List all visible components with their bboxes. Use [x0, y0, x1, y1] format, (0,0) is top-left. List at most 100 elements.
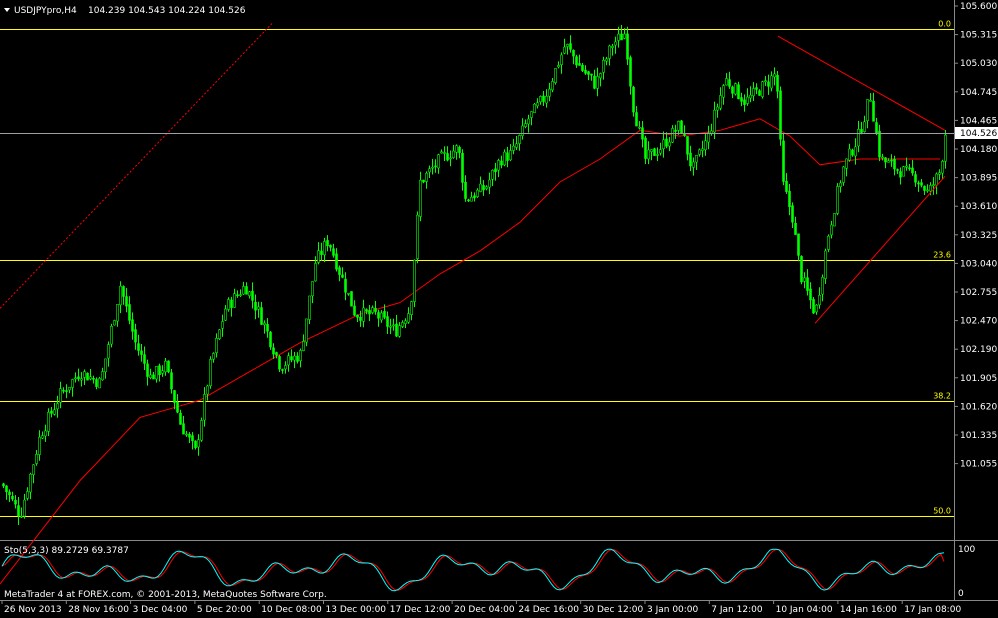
candle-body — [368, 310, 371, 315]
candle-body — [485, 186, 488, 189]
candle-body — [305, 318, 308, 343]
time-axis-labels: 26 Nov 2013 28 Nov 16:00 3 Dec 04:00 5 Dec … — [1, 600, 961, 615]
candle-body — [212, 353, 215, 360]
candle-body — [146, 363, 149, 377]
time-label: 10 Jan 04:00 — [776, 605, 833, 615]
price-label: 101.055 — [960, 460, 997, 470]
candle-body — [653, 148, 656, 156]
candle-body — [266, 323, 269, 332]
candle-body — [896, 169, 899, 171]
candle-body — [404, 320, 407, 324]
candle-body — [854, 146, 857, 157]
candle-body — [557, 65, 560, 68]
candle-body — [395, 323, 398, 337]
candle-body — [203, 394, 206, 421]
fibonacci-levels[interactable]: 0.0 23.6 38.2 50.0 — [0, 20, 954, 517]
candle-body — [443, 152, 446, 154]
trendline[interactable] — [814, 175, 946, 324]
candle-body — [422, 179, 425, 183]
stochastic-header: Sto(5,3,3) 89.2729 69.3787 — [4, 546, 129, 556]
candle-body — [314, 263, 317, 282]
candle-body — [407, 313, 410, 323]
price-label: 103.895 — [960, 174, 997, 184]
candle-body — [107, 344, 110, 359]
candle-body — [650, 149, 653, 152]
candle-body — [479, 183, 482, 192]
trendlines-layer[interactable] — [0, 23, 946, 324]
candle-body — [365, 309, 368, 312]
candle-body — [515, 143, 518, 148]
fibo-label: 23.6 — [933, 251, 951, 260]
candle-body — [878, 130, 881, 158]
candle-body — [92, 377, 95, 380]
price-label: 103.325 — [960, 231, 997, 241]
fibo-label: 50.0 — [933, 507, 951, 516]
candle-body — [467, 199, 470, 202]
candle-body — [890, 159, 893, 162]
candle-body — [155, 365, 158, 380]
candle-body — [575, 56, 578, 66]
candle-body — [803, 277, 806, 282]
candle-body — [65, 390, 68, 392]
time-label: 24 Dec 16:00 — [518, 605, 579, 615]
candle-body — [350, 291, 353, 307]
candle-body — [224, 308, 227, 321]
candle-body — [53, 409, 56, 415]
candle-body — [593, 75, 596, 89]
trendline[interactable] — [777, 35, 946, 131]
candle-body — [311, 281, 314, 297]
moving-average-line — [0, 118, 940, 585]
candle-body — [455, 145, 458, 153]
candle-body — [686, 136, 689, 155]
candle-body — [89, 376, 92, 380]
candle-body — [599, 73, 602, 79]
price-label: 105.030 — [960, 59, 997, 69]
candle-body — [863, 121, 866, 132]
candle-body — [464, 182, 467, 199]
candle-body — [731, 86, 734, 94]
candle-body — [143, 354, 146, 364]
stochastic-lines — [1, 548, 945, 592]
candle-body — [308, 295, 311, 320]
candle-body — [41, 435, 44, 439]
candle-body — [59, 388, 62, 403]
candle-body — [128, 304, 131, 321]
candle-body — [197, 439, 200, 448]
candle-body — [728, 79, 731, 87]
candle-body — [692, 161, 695, 168]
trendline[interactable] — [0, 23, 273, 309]
candle-body — [269, 331, 272, 348]
candle-body — [473, 195, 476, 199]
candle-body — [647, 149, 650, 160]
candle-body — [917, 182, 920, 185]
candle-body — [743, 99, 746, 105]
symbol-header: USDJPYpro,H4 — [14, 6, 77, 16]
candle-body — [809, 288, 812, 301]
time-label: 10 Dec 08:00 — [261, 605, 322, 615]
candle-body — [695, 155, 698, 163]
candle-body — [35, 453, 38, 464]
candle-body — [629, 57, 632, 87]
time-label: 3 Dec 04:00 — [133, 605, 188, 615]
candle-body — [617, 33, 620, 41]
candle-body — [818, 294, 821, 306]
candle-body — [623, 33, 626, 39]
candle-body — [302, 341, 305, 351]
candle-body — [689, 152, 692, 167]
candle-body — [284, 365, 287, 370]
candle-body — [797, 233, 800, 256]
candle-body — [416, 214, 419, 259]
candle-body — [893, 158, 896, 170]
candle-body — [137, 343, 140, 351]
candle-body — [773, 73, 776, 78]
candle-body — [923, 186, 926, 191]
candle-body — [767, 81, 770, 87]
price-label: 102.190 — [960, 345, 997, 355]
triangle-down-icon[interactable] — [4, 8, 10, 12]
candle-body — [566, 44, 569, 47]
candle-body — [251, 290, 254, 301]
candle-body — [383, 311, 386, 318]
candle-body — [608, 45, 611, 59]
